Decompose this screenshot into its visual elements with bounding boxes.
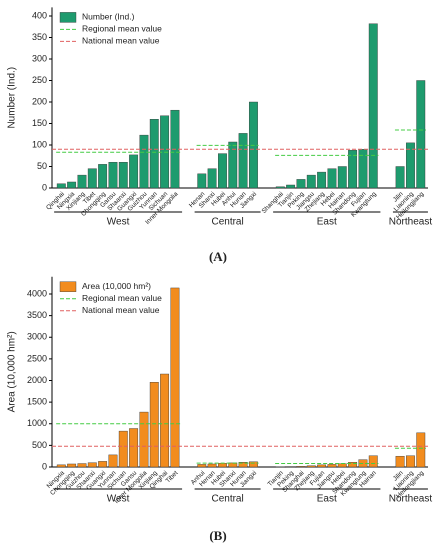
y-tick-label: 100 [32,139,47,149]
bar [368,23,378,189]
bar [406,455,415,468]
legend-swatch [59,281,77,292]
region-label: Central [211,217,243,228]
bar [296,179,306,189]
bar [416,80,426,189]
panel-label: (B) [209,528,226,543]
bar [77,174,87,189]
bar [170,287,180,468]
bar [197,173,207,189]
bar [118,161,128,189]
bar [197,464,207,468]
bar [56,183,66,189]
y-tick-label: 500 [32,440,47,450]
bar [87,462,97,468]
bar [67,181,77,189]
bar [317,464,327,468]
bar [327,464,337,468]
bar [238,133,248,189]
bar [207,168,217,189]
y-tick-label: 300 [32,53,47,63]
bar [306,465,316,468]
bar [218,153,227,189]
legend-label: National mean value [82,36,160,46]
y-axis-label: Number (Ind.) [7,67,18,129]
legend-label: National mean value [82,305,160,315]
legend-label: Area (10,000 hm²) [82,281,151,291]
bar [118,430,128,468]
bar [149,118,159,189]
y-tick-label: 3500 [27,310,47,320]
bar [238,462,248,468]
bar [337,166,347,189]
y-tick-label: 50 [37,161,47,171]
bar [77,463,87,468]
y-tick-label: 0 [42,461,47,471]
bar [406,142,415,189]
y-tick-label: 400 [32,10,47,20]
y-tick-label: 350 [32,32,47,42]
bar [248,461,258,468]
y-tick-label: 2500 [27,353,47,363]
bar [98,164,108,189]
y-tick-label: 3000 [27,332,47,342]
bar [218,463,227,468]
bar [108,161,118,189]
panel-label: (A) [209,249,227,264]
y-tick-label: 250 [32,75,47,85]
legend-label: Number (Ind.) [82,12,135,22]
y-tick-label: 150 [32,118,47,128]
bar [395,166,405,189]
bar [98,461,108,468]
y-tick-label: 4000 [27,288,47,298]
bar [296,466,306,468]
bar [87,168,97,189]
bar [395,455,405,468]
y-axis-label: Area (10,000 hm²) [7,331,18,412]
bar [286,184,296,189]
bar [327,168,337,189]
y-tick-label: 1500 [27,397,47,407]
region-label: Central [211,494,243,505]
bar [56,464,66,468]
bar [228,141,238,189]
bar [317,171,327,189]
region-label: East [317,217,337,228]
bar [149,382,159,468]
bar [358,149,368,189]
bar [275,186,285,189]
bar [348,149,358,189]
bar [139,134,149,189]
bar [139,411,149,468]
bar [306,174,316,189]
bar [348,462,358,468]
y-tick-label: 1000 [27,418,47,428]
y-tick-label: 200 [32,96,47,106]
bar [160,373,170,468]
region-label: Northeast [389,494,433,505]
legend-label: Regional mean value [82,293,162,303]
region-label: West [107,494,130,505]
bar [129,154,139,189]
region-label: West [107,217,130,228]
region-label: East [317,494,337,505]
bar [416,432,426,468]
bar [108,454,118,468]
bar [368,455,378,468]
y-tick-label: 0 [42,182,47,192]
legend-label: Regional mean value [82,24,162,34]
legend-swatch [59,12,77,23]
bar [129,428,139,468]
region-label: Northeast [389,217,433,228]
bar [207,463,217,468]
category-label: Tibet [165,470,180,485]
bar [67,463,77,468]
bar [337,463,347,468]
y-tick-label: 2000 [27,375,47,385]
